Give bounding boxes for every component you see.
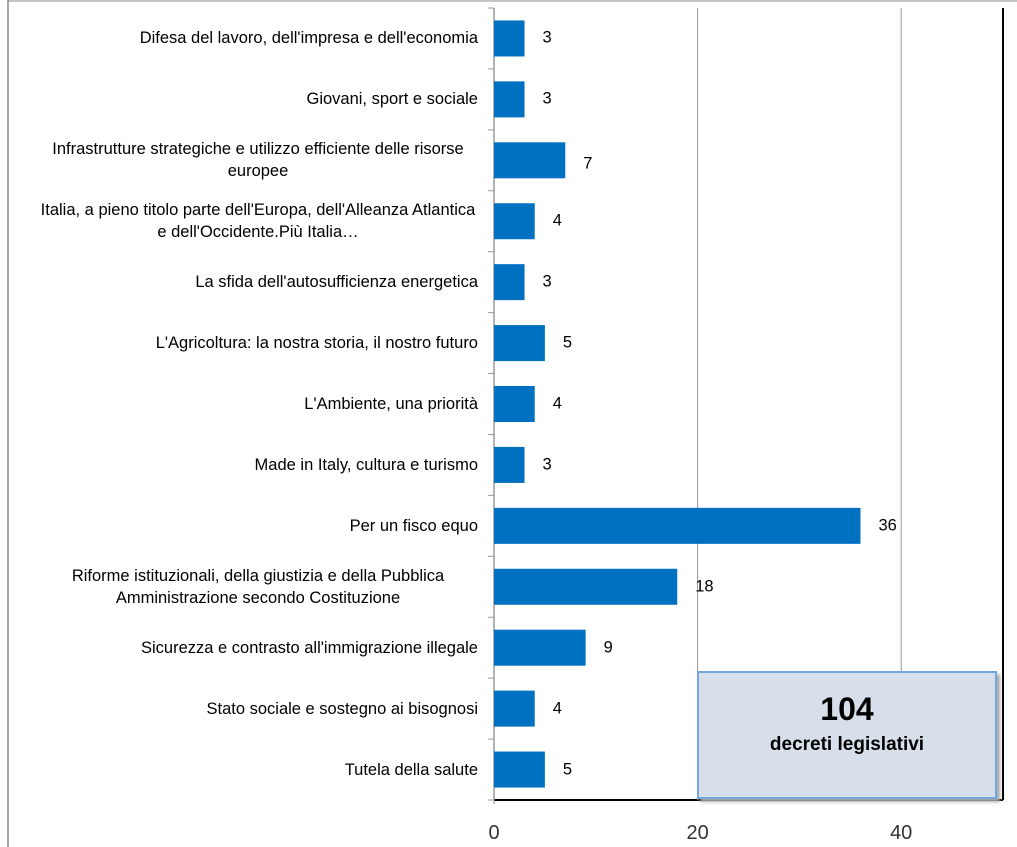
x-tick-label: 0 xyxy=(488,822,500,844)
data-label: 3 xyxy=(542,455,552,474)
y-tick-label-row: L'Ambiente, una priorità xyxy=(8,374,478,434)
y-tick-label-row: Difesa del lavoro, dell'impresa e dell'e… xyxy=(8,8,478,68)
annotation-text: decreti legislativi xyxy=(769,734,925,755)
data-label: 7 xyxy=(583,154,593,173)
bar xyxy=(494,325,545,362)
bar xyxy=(494,81,525,118)
y-tick-label-row: Sicurezza e contrasto all'immigrazione i… xyxy=(8,618,478,678)
data-label: 4 xyxy=(552,394,562,413)
data-label: 36 xyxy=(878,516,897,535)
y-tick-label-row: L'Agricoltura: la nostra storia, il nost… xyxy=(8,313,478,373)
y-tick-label-row: Stato sociale e sostegno ai bisognosi xyxy=(8,679,478,739)
bar xyxy=(494,507,861,544)
y-tick-label-row: Riforme istituzionali, della giustizia e… xyxy=(8,557,478,617)
y-tick-label-row: Infrastrutture strategiche e utilizzo ef… xyxy=(8,130,478,190)
bar xyxy=(494,446,525,483)
y-tick-label-row: La sfida dell'autosufficienza energetica xyxy=(8,252,478,312)
bar xyxy=(494,20,525,57)
bar xyxy=(494,203,535,240)
y-tick-label: Italia, a pieno titolo parte dell'Europa… xyxy=(40,201,476,242)
bar xyxy=(494,690,535,727)
data-label: 4 xyxy=(552,699,562,718)
y-tick-label: La sfida dell'autosufficienza energetica xyxy=(195,273,478,292)
bar xyxy=(494,629,586,666)
data-label: 18 xyxy=(695,577,714,596)
y-tick-label: Made in Italy, cultura e turismo xyxy=(254,455,478,474)
data-label: 5 xyxy=(562,333,573,352)
bar xyxy=(494,751,545,788)
y-tick-label-row: Per un fisco equo xyxy=(8,496,478,556)
y-tick-label: Per un fisco equo xyxy=(349,516,478,535)
y-tick-label: Difesa del lavoro, dell'impresa e dell'e… xyxy=(139,29,478,48)
bar xyxy=(494,142,566,179)
bar xyxy=(494,386,535,422)
data-label: 3 xyxy=(542,89,552,108)
y-tick-label: L'Agricoltura: la nostra storia, il nost… xyxy=(155,334,478,353)
x-tick-label: 40 xyxy=(890,822,913,844)
bar xyxy=(494,568,678,605)
y-tick-label-row: Giovani, sport e sociale xyxy=(8,69,478,129)
annotation-box: 104 decreti legislativi xyxy=(697,671,997,799)
bar xyxy=(494,264,525,301)
y-tick-label-row: Made in Italy, cultura e turismo xyxy=(8,435,478,495)
y-tick-label: Infrastrutture strategiche e utilizzo ef… xyxy=(52,140,464,181)
y-tick-label: Stato sociale e sostegno ai bisognosi xyxy=(206,699,478,718)
y-tick-label-row: Italia, a pieno titolo parte dell'Europa… xyxy=(8,191,478,251)
data-label: 9 xyxy=(603,638,613,657)
y-tick-label: Sicurezza e contrasto all'immigrazione i… xyxy=(141,638,478,657)
y-tick-label: L'Ambiente, una priorità xyxy=(304,395,478,413)
data-label: 5 xyxy=(562,760,573,779)
annotation-title: 104 xyxy=(820,691,874,727)
y-tick-label: Riforme istituzionali, della giustizia e… xyxy=(71,566,445,607)
y-tick-label-row: Tutela della salute xyxy=(8,740,478,800)
x-tick-label: 20 xyxy=(686,822,709,844)
data-label: 3 xyxy=(542,28,552,47)
data-label: 3 xyxy=(542,272,552,291)
data-label: 4 xyxy=(552,211,562,230)
y-tick-label: Tutela della salute xyxy=(344,760,478,779)
y-tick-label: Giovani, sport e sociale xyxy=(306,90,478,109)
